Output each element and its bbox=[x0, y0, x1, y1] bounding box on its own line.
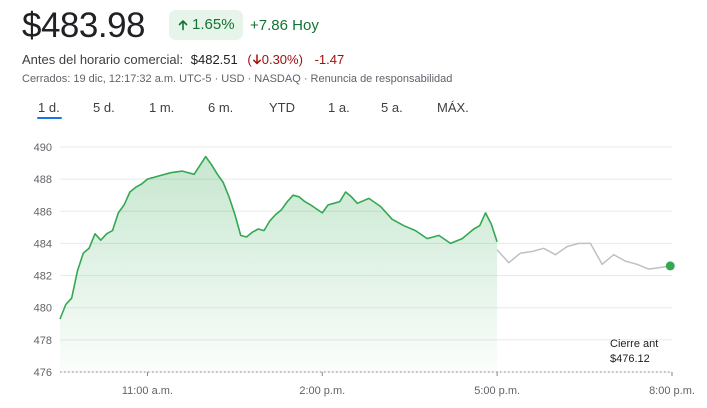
period-label: Hoy bbox=[292, 17, 319, 34]
change-percent: 1.65% bbox=[192, 16, 235, 33]
arrow-up-icon bbox=[178, 20, 188, 31]
previous-close-value: $476.12 bbox=[610, 353, 650, 365]
regular-session-area bbox=[60, 156, 498, 372]
premarket-row: Antes del horario comercial: $482.51 (0.… bbox=[22, 52, 344, 67]
tab-1y[interactable]: 1 a. bbox=[328, 100, 350, 115]
tab-5y[interactable]: 5 a. bbox=[381, 100, 403, 115]
change-percent-badge: 1.65% bbox=[169, 10, 243, 40]
price-chart[interactable]: 476 478 480 482 484 486 488 490 11:00 a.m. 2:00 p… bbox=[0, 130, 707, 408]
y-tick-label: 486 bbox=[34, 206, 52, 218]
tab-ytd[interactable]: YTD bbox=[269, 100, 295, 115]
premarket-change: -1.47 bbox=[314, 52, 345, 67]
previous-close-label: Cierre ant bbox=[610, 338, 658, 350]
active-tab-indicator bbox=[37, 117, 62, 119]
change-absolute: +7.86 Hoy bbox=[250, 17, 319, 34]
x-tick-label: 8:00 p.m. bbox=[649, 385, 695, 397]
arrow-down-icon bbox=[252, 54, 261, 65]
premarket-percent: (0.30%) bbox=[247, 52, 303, 67]
current-price: $483.98 bbox=[22, 6, 146, 45]
premarket-percent-value: 0.30% bbox=[261, 52, 299, 67]
after-hours-line bbox=[496, 242, 671, 270]
premarket-price: $482.51 bbox=[190, 52, 238, 67]
market-status: Cerrados: 19 dic, 12:17:32 a.m. UTC-5 · … bbox=[22, 73, 453, 85]
y-tick-label: 482 bbox=[34, 271, 52, 283]
last-price-dot bbox=[665, 261, 675, 271]
tab-5d[interactable]: 5 d. bbox=[93, 100, 115, 115]
tab-max[interactable]: MÁX. bbox=[437, 100, 469, 115]
y-tick-label: 490 bbox=[34, 142, 52, 154]
premarket-label: Antes del horario comercial: bbox=[22, 52, 184, 67]
y-tick-label: 478 bbox=[34, 335, 52, 347]
y-tick-label: 476 bbox=[34, 367, 52, 379]
range-tabs: 1 d. 5 d. 1 m. 6 m. YTD 1 a. 5 a. MÁX. bbox=[0, 96, 707, 120]
regular-session-line bbox=[59, 155, 498, 320]
change-absolute-value: +7.86 bbox=[250, 17, 288, 34]
tab-6m[interactable]: 6 m. bbox=[208, 100, 234, 115]
x-tick-label: 2:00 p.m. bbox=[299, 385, 345, 397]
tab-1d[interactable]: 1 d. bbox=[38, 100, 60, 115]
x-tick-label: 11:00 a.m. bbox=[122, 385, 173, 397]
x-tick-label: 5:00 p.m. bbox=[474, 385, 520, 397]
y-tick-label: 484 bbox=[34, 238, 52, 250]
tab-1m[interactable]: 1 m. bbox=[149, 100, 175, 115]
y-tick-label: 480 bbox=[34, 303, 52, 315]
y-tick-label: 488 bbox=[34, 174, 52, 186]
